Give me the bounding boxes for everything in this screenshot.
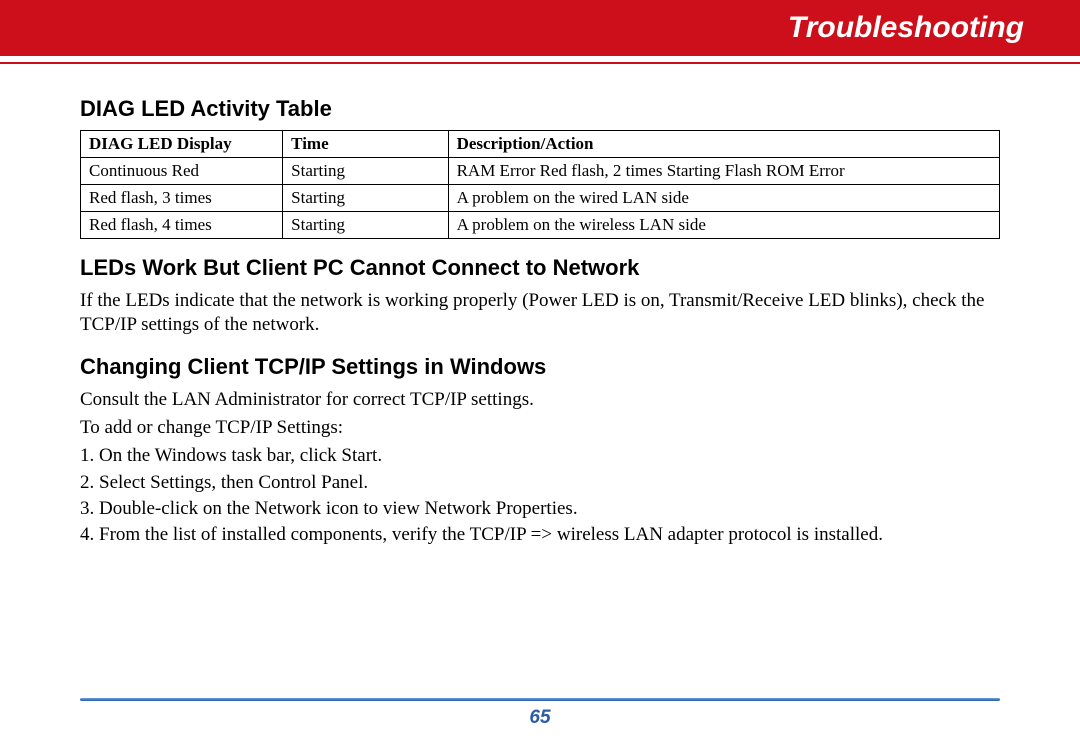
- section2-heading: LEDs Work But Client PC Cannot Connect t…: [80, 255, 1000, 281]
- table-cell: A problem on the wired LAN side: [448, 185, 999, 212]
- header-bar: Troubleshooting: [0, 0, 1080, 56]
- table-row: Red flash, 4 times Starting A problem on…: [81, 212, 1000, 239]
- table-row: Continuous Red Starting RAM Error Red fl…: [81, 158, 1000, 185]
- list-item: On the Windows task bar, click Start.: [80, 444, 1000, 468]
- table-col-desc: Description/Action: [448, 131, 999, 158]
- table-col-display: DIAG LED Display: [81, 131, 283, 158]
- table-cell: Red flash, 3 times: [81, 185, 283, 212]
- table-col-time: Time: [283, 131, 448, 158]
- section3-heading: Changing Client TCP/IP Settings in Windo…: [80, 354, 1000, 380]
- footer: 65: [0, 698, 1080, 729]
- section3-body1: Consult the LAN Administrator for correc…: [80, 388, 1000, 412]
- section3-body2: To add or change TCP/IP Settings:: [80, 416, 1000, 440]
- tcpip-steps-list: On the Windows task bar, click Start. Se…: [80, 444, 1000, 547]
- header-title: Troubleshooting: [788, 11, 1024, 45]
- list-item: Select Settings, then Control Panel.: [80, 471, 1000, 495]
- footer-rule: [80, 698, 1000, 701]
- section1-heading: DIAG LED Activity Table: [80, 96, 1000, 122]
- table-header-row: DIAG LED Display Time Description/Action: [81, 131, 1000, 158]
- table-cell: Red flash, 4 times: [81, 212, 283, 239]
- table-cell: RAM Error Red flash, 2 times Starting Fl…: [448, 158, 999, 185]
- page-number: 65: [529, 707, 550, 728]
- table-cell: Starting: [283, 212, 448, 239]
- table-cell: Continuous Red: [81, 158, 283, 185]
- table-row: Red flash, 3 times Starting A problem on…: [81, 185, 1000, 212]
- list-item: Double-click on the Network icon to view…: [80, 497, 1000, 521]
- content-area: DIAG LED Activity Table DIAG LED Display…: [0, 64, 1080, 548]
- section2-body: If the LEDs indicate that the network is…: [80, 289, 1000, 338]
- table-cell: Starting: [283, 185, 448, 212]
- list-item: From the list of installed components, v…: [80, 523, 1000, 547]
- table-cell: A problem on the wireless LAN side: [448, 212, 999, 239]
- table-cell: Starting: [283, 158, 448, 185]
- diag-led-table: DIAG LED Display Time Description/Action…: [80, 130, 1000, 239]
